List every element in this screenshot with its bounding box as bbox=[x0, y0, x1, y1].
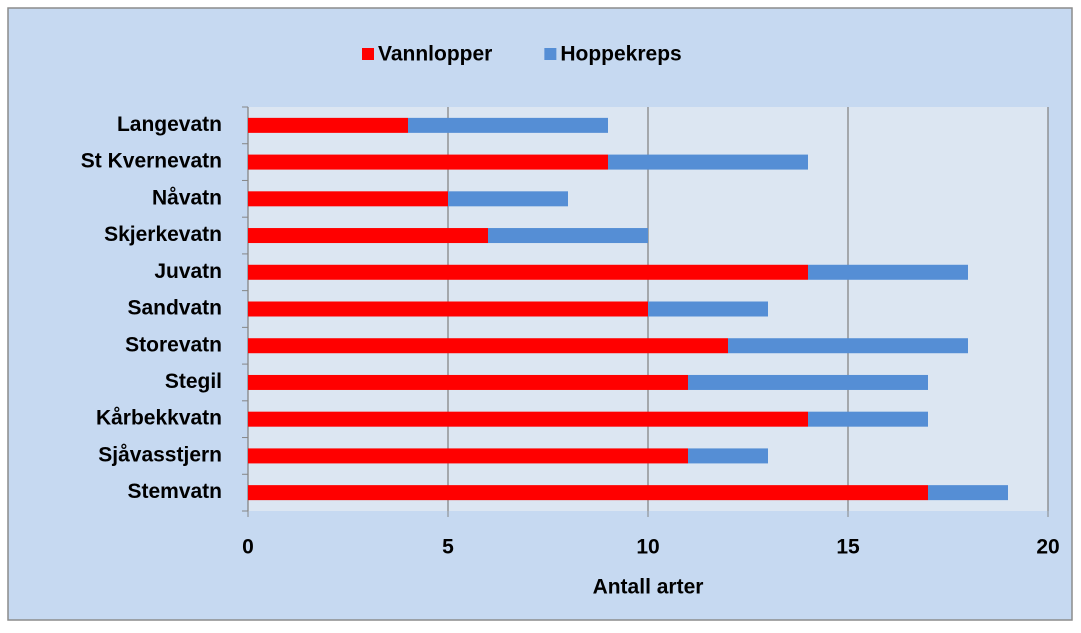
y-tick-label: St Kvernevatn bbox=[81, 150, 222, 173]
bar-segment bbox=[688, 374, 928, 390]
x-tick-label: 5 bbox=[442, 536, 454, 559]
y-tick-label: Sandvatn bbox=[127, 297, 222, 320]
y-tick-label: Sjåvasstjern bbox=[98, 443, 222, 466]
bar-segment bbox=[408, 117, 608, 133]
bar-segment bbox=[248, 338, 728, 354]
bar-segment bbox=[808, 411, 928, 427]
y-tick-label: Kårbekkvatn bbox=[96, 407, 222, 430]
y-tick-label: Stegil bbox=[165, 370, 222, 393]
bar-segment bbox=[728, 338, 968, 354]
bar-segment bbox=[248, 117, 408, 133]
y-tick-label: Juvatn bbox=[154, 260, 222, 283]
y-tick-label: Nåvatn bbox=[152, 186, 222, 209]
y-tick-label: Stemvatn bbox=[127, 480, 222, 503]
y-tick-label: Langevatn bbox=[117, 113, 222, 136]
bar-segment bbox=[688, 448, 768, 464]
bar-segment bbox=[248, 374, 688, 390]
bar-segment bbox=[248, 301, 648, 317]
x-axis-title: Antall arter bbox=[593, 576, 704, 599]
legend-swatch bbox=[362, 48, 374, 60]
bar-segment bbox=[248, 485, 928, 501]
bar-segment bbox=[248, 191, 448, 207]
legend-label: Hoppekreps bbox=[560, 43, 681, 66]
bar-segment bbox=[248, 228, 488, 244]
bar-segment bbox=[608, 154, 808, 170]
bar-segment bbox=[248, 411, 808, 427]
bar-segment bbox=[648, 301, 768, 317]
bar-segment bbox=[248, 154, 608, 170]
y-tick-label: Storevatn bbox=[125, 333, 222, 356]
bar-segment bbox=[488, 228, 648, 244]
x-tick-label: 20 bbox=[1036, 536, 1059, 559]
legend-swatch bbox=[544, 48, 557, 60]
x-tick-label: 10 bbox=[636, 536, 659, 559]
bar-segment bbox=[248, 448, 688, 464]
x-tick-label: 0 bbox=[242, 536, 254, 559]
bar-segment bbox=[448, 191, 568, 207]
bar-segment bbox=[928, 485, 1008, 501]
legend-label: Vannlopper bbox=[378, 43, 492, 66]
y-tick-label: Skjerkevatn bbox=[104, 223, 222, 246]
bar-segment bbox=[248, 264, 808, 280]
bar-segment bbox=[808, 264, 968, 280]
x-tick-label: 15 bbox=[836, 536, 860, 559]
